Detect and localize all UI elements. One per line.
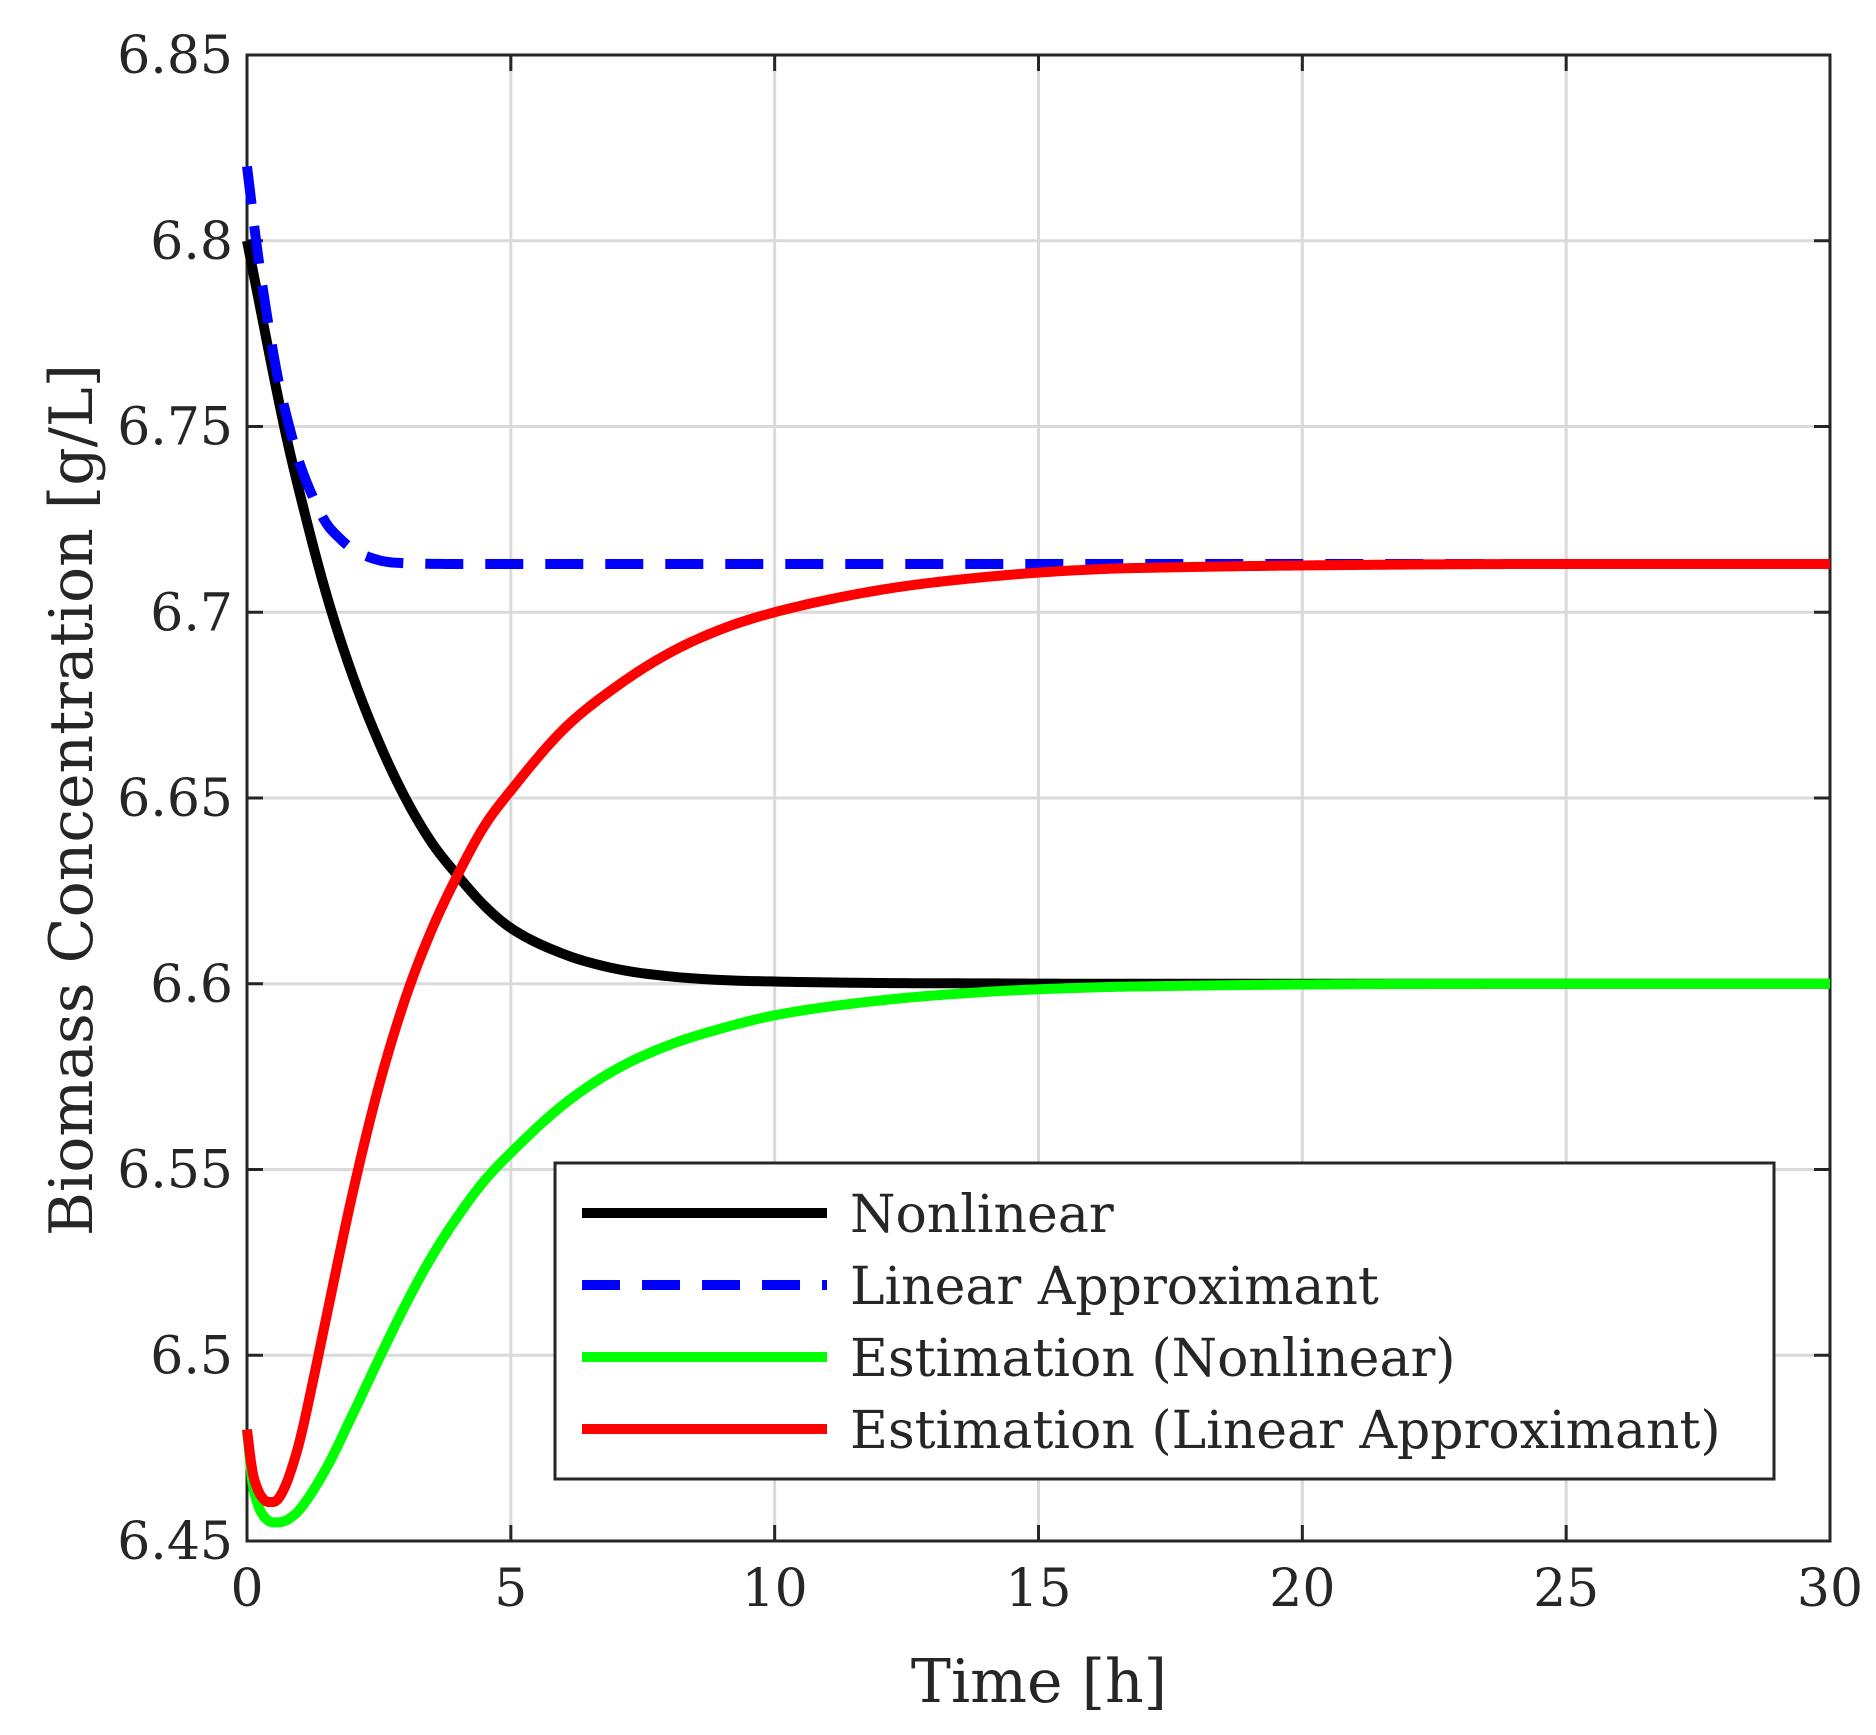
axes-box [245, 53, 1832, 1543]
x-tick-label: 5 [494, 1559, 527, 1619]
legend-label: Estimation (Linear Approximant) [850, 1401, 1721, 1461]
legend-label: Linear Approximant [850, 1257, 1379, 1317]
y-tick-label: 6.75 [117, 398, 233, 458]
series-line-estimation-linear-approximant [242, 558, 1831, 1507]
x-tick-label: 25 [1533, 1559, 1599, 1619]
y-axis-label: Biomass Concentration [g/L] [37, 364, 107, 1236]
y-tick-label: 6.8 [150, 212, 233, 272]
x-tick-label: 20 [1269, 1559, 1335, 1619]
y-tick-label: 6.85 [117, 26, 233, 86]
series-group [242, 165, 1831, 1528]
x-tick-label: 10 [742, 1559, 808, 1619]
y-tick-label: 6.7 [150, 583, 233, 643]
x-tick-label: 0 [230, 1559, 263, 1619]
y-tick-label: 6.6 [150, 955, 233, 1015]
legend-label: Nonlinear [850, 1185, 1114, 1245]
y-tick-label: 6.55 [117, 1141, 233, 1201]
legend: Nonlinear Linear Approximant Estimation (N… [553, 1161, 1776, 1481]
x-tick-label: 15 [1005, 1559, 1071, 1619]
legend-label: Estimation (Nonlinear) [850, 1329, 1456, 1389]
axes-frame [245, 53, 1832, 1543]
y-tick-label: 6.45 [117, 1512, 233, 1572]
x-axis-label: Time [h] [911, 1647, 1167, 1717]
y-tick-label: 6.5 [150, 1326, 233, 1386]
series-line-estimation-nonlinear [242, 978, 1831, 1528]
x-tick-label: 30 [1797, 1559, 1863, 1619]
tick-labels: 0 5 10 15 20 25 30 6.45 6.5 6.55 6.6 6.65 6.7 6.75 6.8… [117, 26, 1863, 1619]
y-tick-label: 6.65 [117, 769, 233, 829]
